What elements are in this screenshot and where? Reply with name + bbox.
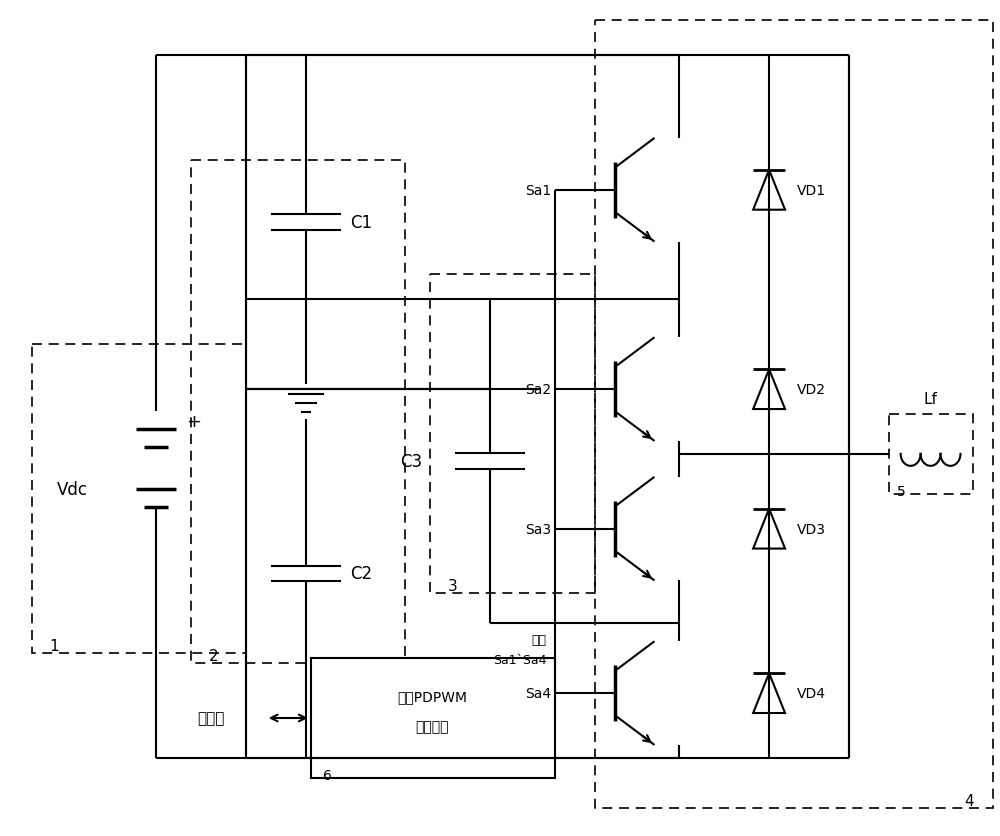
Text: 3: 3 [448,579,458,594]
Text: 6: 6 [323,768,331,782]
Text: 上位机: 上位机 [197,711,225,726]
Text: VD1: VD1 [797,184,826,197]
Bar [32,344,246,654]
Bar [311,659,555,777]
Text: Vdc: Vdc [56,480,87,498]
Text: Lf: Lf [924,391,938,406]
Text: C2: C2 [350,565,373,583]
Text: Sa4: Sa4 [525,686,551,701]
Text: VD3: VD3 [797,522,826,536]
Text: Sa1`Sa4: Sa1`Sa4 [493,654,547,666]
Text: VD2: VD2 [797,383,826,396]
Text: 逆变控制: 逆变控制 [415,719,449,733]
Text: 5: 5 [897,484,905,498]
Bar [595,21,993,808]
Bar [191,161,405,664]
Text: C1: C1 [350,214,373,232]
Text: 1: 1 [50,639,59,654]
Text: 改进PDPWM: 改进PDPWM [397,689,467,703]
Text: +: + [186,412,201,431]
Text: Sa3: Sa3 [525,522,551,536]
Text: 2: 2 [209,649,219,664]
Bar [430,275,595,594]
Text: C3: C3 [400,453,422,471]
Text: 控制: 控制 [532,634,547,646]
Text: VD4: VD4 [797,686,826,701]
Bar [889,415,973,494]
Text: 4: 4 [964,793,973,808]
Text: Sa2: Sa2 [525,383,551,396]
Text: Sa1: Sa1 [525,184,551,197]
